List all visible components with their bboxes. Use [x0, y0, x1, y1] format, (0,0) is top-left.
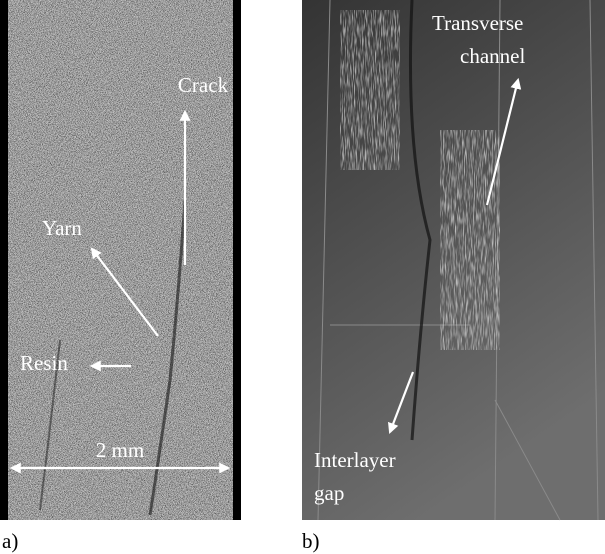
annotation: channel — [460, 44, 525, 68]
annotation: Transverse — [432, 11, 523, 35]
panel-label: b) — [302, 529, 320, 553]
channel-voids — [340, 10, 400, 170]
panel-label: a) — [2, 529, 18, 553]
arrow — [485, 77, 522, 206]
arrow — [90, 247, 159, 337]
panel-b: Transverse channel Interlayer gap b) — [302, 0, 605, 553]
ct-slice — [8, 0, 233, 520]
channel-voids — [440, 130, 500, 350]
gap-trace — [409, 0, 432, 441]
yarn-trace — [39, 339, 61, 511]
annotation: Resin — [20, 351, 68, 375]
arrow — [388, 371, 415, 435]
annotation: Yarn — [42, 216, 82, 240]
scale-label: 2 mm — [96, 438, 144, 462]
annotation: Interlayer — [314, 448, 396, 472]
annotation: gap — [314, 481, 344, 505]
annotation: Crack — [178, 73, 229, 97]
panel-a: Crack Yarn Resin 2 mm a) — [0, 0, 241, 553]
